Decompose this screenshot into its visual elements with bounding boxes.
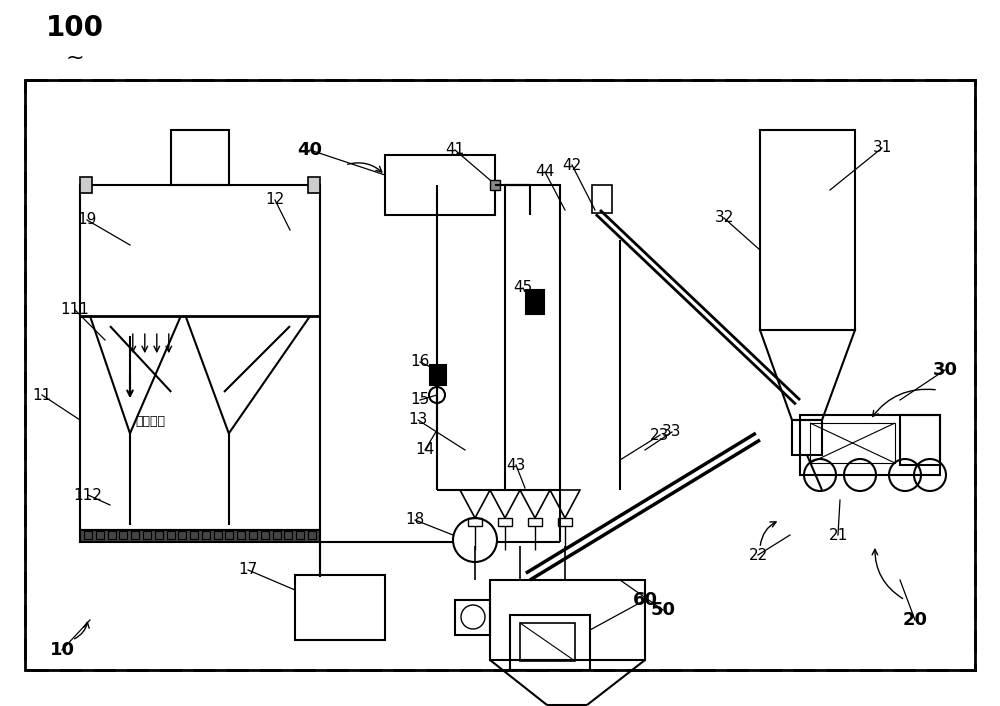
Bar: [308, 531, 316, 539]
Bar: [510, 615, 590, 670]
Text: 32: 32: [714, 210, 734, 225]
Text: 44: 44: [535, 164, 555, 179]
Bar: [131, 531, 139, 539]
Bar: [143, 531, 151, 539]
Text: 111: 111: [61, 302, 89, 318]
Text: 11: 11: [32, 388, 52, 402]
Bar: [190, 531, 198, 539]
Text: 30: 30: [932, 361, 958, 379]
Bar: [155, 531, 163, 539]
Bar: [296, 531, 304, 539]
Text: 41: 41: [445, 143, 465, 157]
Bar: [558, 518, 572, 526]
Text: 18: 18: [405, 513, 425, 527]
Bar: [202, 531, 210, 539]
Bar: [295, 575, 385, 640]
Text: 33: 33: [662, 424, 682, 440]
Bar: [108, 531, 116, 539]
Text: 60: 60: [633, 591, 658, 609]
Bar: [800, 415, 940, 475]
Bar: [528, 518, 542, 526]
Text: 112: 112: [74, 488, 102, 503]
Bar: [520, 623, 575, 661]
Bar: [214, 531, 222, 539]
Bar: [490, 580, 645, 660]
Text: 14: 14: [415, 443, 435, 457]
Bar: [592, 185, 612, 213]
Text: 45: 45: [513, 280, 533, 296]
Bar: [84, 531, 92, 539]
Bar: [171, 130, 229, 185]
Bar: [792, 420, 822, 455]
Bar: [284, 531, 292, 539]
Text: 50: 50: [650, 601, 676, 619]
Text: 16: 16: [410, 354, 430, 369]
Bar: [25, 80, 975, 670]
Bar: [810, 423, 895, 463]
Text: 19: 19: [77, 213, 97, 227]
Text: 13: 13: [408, 412, 428, 428]
Bar: [505, 185, 560, 490]
Bar: [80, 530, 320, 542]
Text: 21: 21: [828, 527, 848, 542]
Bar: [273, 531, 281, 539]
Bar: [490, 180, 500, 190]
Bar: [249, 531, 257, 539]
Bar: [261, 531, 269, 539]
Text: 23: 23: [650, 428, 670, 443]
Bar: [468, 518, 482, 526]
Bar: [25, 80, 975, 670]
Text: 15: 15: [410, 393, 430, 407]
Bar: [80, 177, 92, 193]
Bar: [80, 185, 320, 530]
Bar: [760, 130, 855, 330]
Bar: [385, 155, 495, 215]
Text: 100: 100: [46, 14, 104, 42]
Bar: [498, 518, 512, 526]
Bar: [119, 531, 127, 539]
Text: 17: 17: [238, 563, 258, 578]
Bar: [167, 531, 175, 539]
Bar: [237, 531, 245, 539]
Text: 43: 43: [506, 457, 526, 472]
Text: 40: 40: [298, 141, 322, 159]
Text: 溢流回水: 溢流回水: [135, 414, 165, 428]
Bar: [455, 600, 490, 635]
Bar: [526, 290, 544, 314]
Bar: [178, 531, 186, 539]
Text: 20: 20: [902, 611, 928, 629]
Text: 12: 12: [265, 193, 285, 208]
Text: 42: 42: [562, 157, 582, 172]
Text: ~: ~: [66, 48, 84, 68]
Bar: [308, 177, 320, 193]
Text: 22: 22: [748, 547, 768, 563]
Text: 31: 31: [872, 140, 892, 155]
Bar: [900, 415, 940, 465]
Text: 10: 10: [50, 641, 74, 659]
Bar: [430, 365, 446, 385]
Bar: [96, 531, 104, 539]
Bar: [225, 531, 233, 539]
